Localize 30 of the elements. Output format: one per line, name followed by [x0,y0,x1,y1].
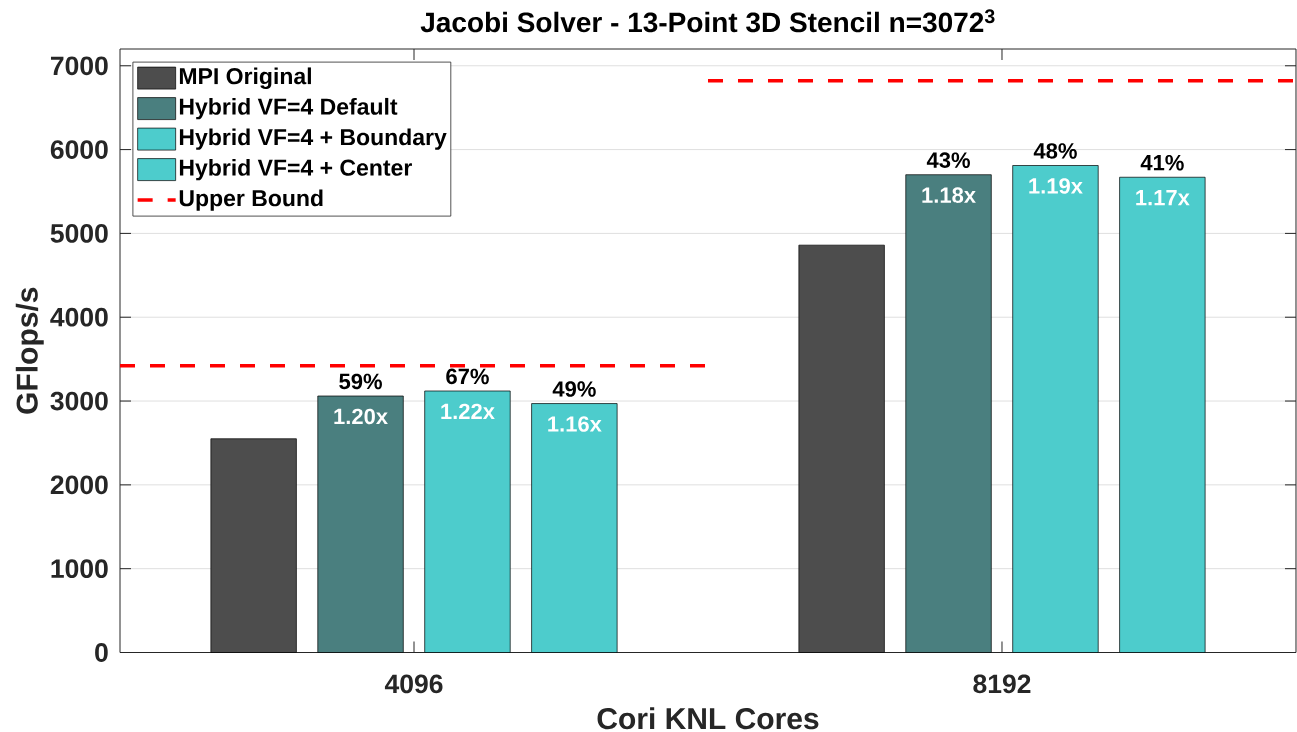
annotation: 41% [1140,154,1184,171]
y-tick-label: 2000 [50,475,108,495]
annotation: 1.20x [334,408,388,425]
y-tick-label: 5000 [50,224,108,243]
annotation: 43% [926,152,970,168]
annotation: 67% [446,368,489,385]
annotation: 1.19x [1029,178,1083,194]
y-tick-label: 4000 [50,307,108,327]
y-tick-label: 6000 [50,140,108,159]
x-axis-title: Cori KNL Cores [597,707,819,730]
legend-label: Hybrid VF=4 Default [179,97,398,120]
annotation: 1.16x [548,416,602,432]
annotation: 1.22x [441,403,495,419]
annotation: 49% [552,381,596,397]
annotation: 1.18x [922,187,976,203]
y-tick-label: 1000 [51,559,108,579]
x-tick-label: 8192 [973,674,1031,694]
annotation: 1.17x [1136,190,1190,206]
x-tick-label: 4096 [384,674,443,694]
legend-label: Hybrid VF=4 + Boundary [179,128,447,150]
legend-label: Upper Bound [179,189,323,211]
y-axis-title: GFlops/s [15,287,44,414]
legend-label: MPI Original [179,67,311,89]
annotation: 59% [339,373,382,390]
legend-label: Hybrid VF=4 + Center [179,158,412,181]
y-tick-label: 3000 [50,391,108,411]
chart-title: Jacobi Solver - 13-Point 3D Stencil n=3072$^{3}$ [420,9,995,33]
y-tick-label: 7000 [50,56,108,76]
annotation: 48% [1033,143,1077,159]
y-tick-label: 0 [95,643,108,662]
